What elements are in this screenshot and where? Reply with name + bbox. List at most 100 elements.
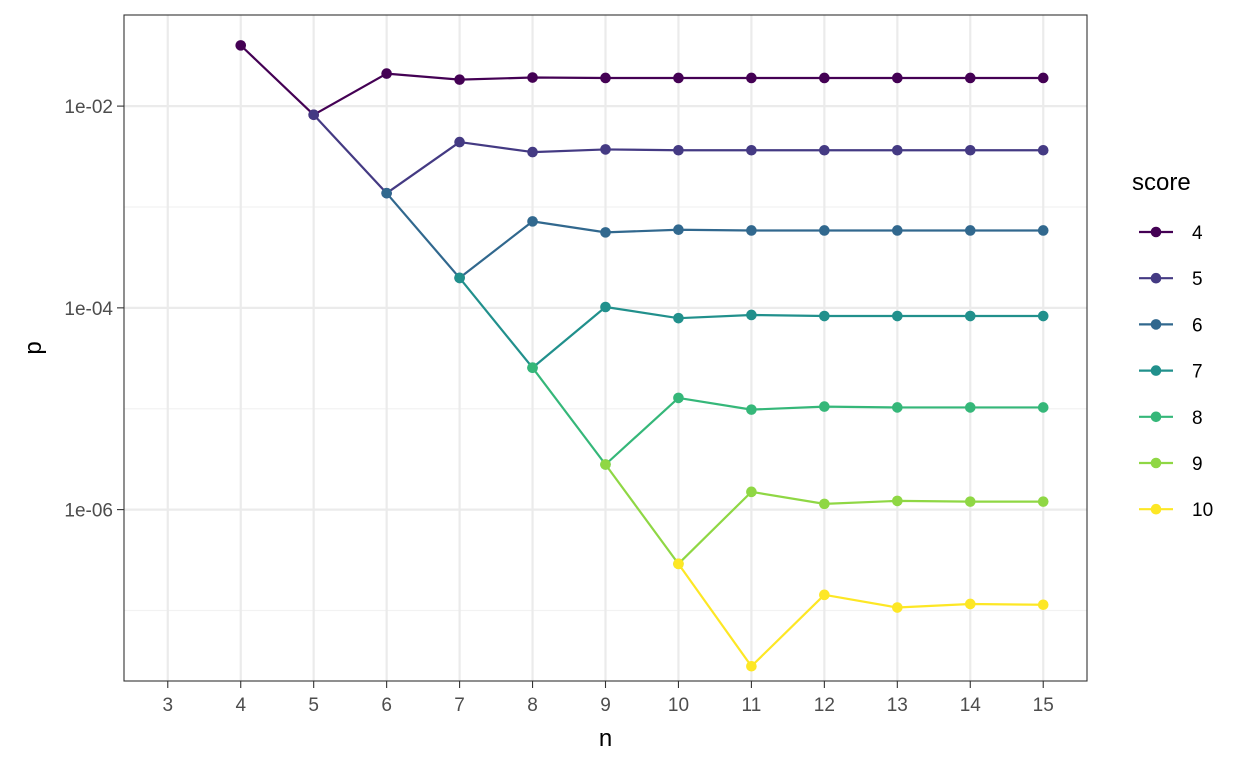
data-point-7 — [819, 310, 830, 322]
legend-key-point — [1150, 457, 1162, 469]
data-point-9 — [1037, 496, 1049, 507]
data-point-10 — [892, 602, 903, 613]
legend-key-point — [1150, 319, 1162, 330]
data-point-5 — [964, 144, 976, 156]
x-tick-label: 3 — [162, 695, 173, 716]
data-point-4 — [1037, 72, 1049, 84]
data-point-10 — [1037, 599, 1049, 611]
legend-label: 9 — [1192, 454, 1203, 475]
legend-key-point — [1150, 226, 1162, 238]
series-line-8 — [531, 367, 1044, 466]
legend-item-7: 7 — [1139, 362, 1203, 383]
data-point-5 — [454, 136, 465, 148]
data-point-5 — [1037, 144, 1049, 156]
data-point-9 — [600, 459, 611, 470]
y-axis: 1e-06 1e-04 1e-02 — [64, 97, 124, 522]
x-tick-label: 15 — [1033, 695, 1054, 716]
data-point-7 — [892, 310, 903, 322]
data-point-4 — [892, 72, 903, 84]
x-tick-label: 11 — [742, 695, 762, 716]
data-point-5 — [527, 146, 538, 158]
y-tick-label: 1e-02 — [64, 97, 113, 118]
x-tick-label: 10 — [668, 695, 689, 716]
x-axis: 3 4 5 6 7 8 9 10 11 12 13 14 15 — [162, 681, 1054, 716]
legend: score 4 5 6 7 8 9 10 — [1132, 169, 1213, 521]
data-point-4 — [454, 74, 465, 85]
data-point-9 — [892, 495, 903, 507]
data-point-10 — [819, 589, 830, 601]
x-tick-label: 14 — [960, 695, 982, 716]
legend-item-6: 6 — [1139, 315, 1203, 336]
data-point-6 — [892, 225, 903, 236]
data-point-7 — [673, 312, 684, 324]
y-axis-title: p — [20, 341, 47, 354]
x-tick-label: 9 — [600, 695, 611, 716]
data-point-6 — [600, 227, 611, 238]
series-layer — [235, 40, 1049, 672]
data-point-8 — [746, 404, 757, 415]
data-point-8 — [673, 392, 684, 404]
legend-item-9: 9 — [1139, 454, 1203, 475]
data-point-8 — [1037, 402, 1049, 413]
data-point-4 — [964, 72, 976, 84]
data-point-7 — [746, 309, 757, 321]
data-point-8 — [964, 402, 976, 413]
data-point-9 — [819, 498, 830, 510]
x-tick-label: 6 — [381, 695, 392, 716]
legend-label: 4 — [1192, 223, 1203, 244]
data-point-9 — [746, 486, 757, 498]
legend-title: score — [1132, 169, 1191, 196]
grid-major — [124, 15, 1087, 681]
data-point-7 — [600, 301, 611, 313]
legend-label: 10 — [1192, 500, 1213, 521]
x-tick-label: 12 — [814, 695, 835, 716]
legend-key-point — [1150, 503, 1162, 515]
data-point-5 — [600, 144, 611, 155]
data-point-6 — [746, 225, 757, 236]
data-point-6 — [964, 225, 976, 236]
x-axis-title: n — [599, 725, 612, 752]
data-point-5 — [746, 144, 757, 156]
data-point-10 — [964, 598, 976, 610]
data-point-9 — [964, 496, 976, 507]
legend-key-point — [1150, 365, 1162, 376]
legend-item-5: 5 — [1139, 269, 1203, 290]
data-point-8 — [892, 402, 903, 413]
data-point-6 — [381, 187, 392, 199]
data-point-5 — [819, 144, 830, 156]
legend-item-10: 10 — [1139, 500, 1213, 521]
legend-label: 6 — [1192, 315, 1203, 336]
x-tick-label: 8 — [527, 695, 538, 716]
data-point-10 — [746, 660, 757, 672]
data-point-7 — [454, 272, 465, 284]
data-point-4 — [600, 72, 611, 84]
y-tick-label: 1e-04 — [64, 299, 113, 320]
legend-item-8: 8 — [1139, 408, 1203, 429]
data-point-7 — [1037, 310, 1049, 322]
legend-key-point — [1150, 411, 1162, 423]
x-tick-label: 7 — [454, 695, 465, 716]
x-tick-label: 5 — [308, 695, 319, 716]
y-tick-label: 1e-06 — [64, 501, 113, 522]
series-line-4 — [239, 44, 1044, 116]
data-point-4 — [235, 40, 247, 51]
data-point-6 — [1037, 225, 1049, 236]
legend-label: 7 — [1192, 362, 1203, 383]
data-point-8 — [527, 362, 538, 374]
data-point-4 — [527, 72, 538, 83]
data-point-4 — [381, 68, 392, 79]
series-line-6 — [385, 192, 1044, 280]
series-line-10 — [677, 563, 1044, 668]
data-point-7 — [964, 310, 976, 322]
data-point-5 — [892, 144, 903, 156]
x-tick-label: 13 — [887, 695, 908, 716]
data-point-5 — [308, 109, 319, 121]
legend-item-4: 4 — [1139, 223, 1203, 244]
data-point-8 — [819, 401, 830, 412]
data-point-4 — [746, 72, 757, 84]
legend-label: 8 — [1192, 408, 1203, 429]
data-point-4 — [673, 72, 684, 84]
legend-key-point — [1150, 272, 1162, 284]
data-point-6 — [819, 225, 830, 236]
